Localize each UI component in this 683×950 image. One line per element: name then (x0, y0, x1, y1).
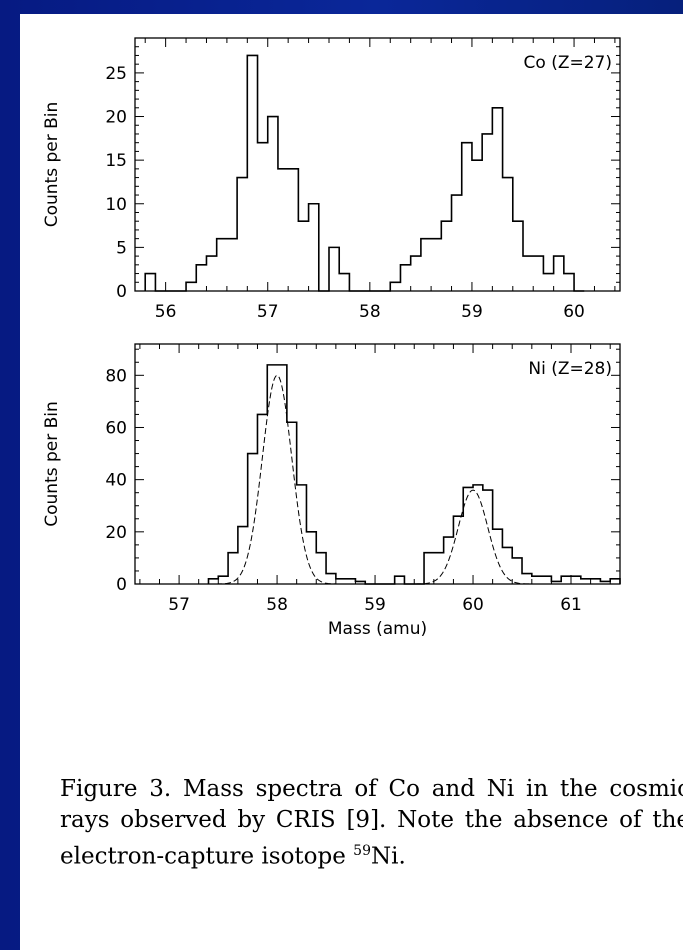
y-tick-label: 20 (105, 523, 127, 543)
x-tick-label: 59 (364, 595, 386, 615)
y-tick-label: 10 (105, 195, 127, 215)
y-tick-label: 80 (105, 366, 127, 386)
x-tick-label: 60 (462, 595, 484, 615)
caption-superscript: 59 (353, 843, 371, 859)
histogram-series (207, 364, 621, 585)
y-axis-label: Counts per Bin (42, 401, 62, 527)
y-tick-label: 0 (116, 282, 127, 302)
x-tick-label: 56 (155, 302, 177, 322)
figure-svg: 56 57 58 59 60 0 5 10 15 20 25 Counts per Bin Co (Z=… (42, 37, 621, 639)
gaussian-fit-curve (135, 374, 620, 585)
y-tick-label: 5 (116, 238, 127, 258)
y-tick-label: 20 (105, 108, 127, 128)
figure-caption: Figure 3. Mass spectra of Co and Ni in t… (60, 774, 683, 873)
x-tick-label: 58 (359, 302, 381, 322)
y-tick-label: 25 (105, 64, 127, 84)
plot-frame (134, 343, 621, 585)
histogram-series (144, 54, 585, 292)
x-tick-label: 60 (563, 302, 585, 322)
y-tick-label: 0 (116, 575, 127, 595)
figure-panel: 56 57 58 59 60 0 5 10 15 20 25 Counts per Bin Co (Z=… (20, 14, 683, 950)
y-tick-label: 40 (105, 471, 127, 491)
x-tick-label: 59 (461, 302, 483, 322)
x-axis-label: Mass (amu) (328, 619, 427, 639)
panel-label: Co (Z=27) (524, 53, 612, 73)
y-axis-label: Counts per Bin (42, 102, 62, 228)
x-tick-label: 57 (168, 595, 190, 615)
caption-text: Figure 3. Mass spectra of Co and Ni in t… (60, 776, 683, 870)
y-tick-label: 60 (105, 418, 127, 438)
plot-frame (134, 37, 621, 292)
x-tick-label: 57 (257, 302, 279, 322)
x-tick-label: 61 (560, 595, 582, 615)
chart-panel-1: 57 58 59 60 61 0 20 40 60 80 Counts per Bin Ni (Z=2… (42, 343, 621, 639)
x-tick-label: 58 (266, 595, 288, 615)
chart-panel-0: 56 57 58 59 60 0 5 10 15 20 25 Counts per Bin Co (Z=… (42, 37, 621, 322)
caption-text-end: Ni. (371, 843, 406, 870)
panel-label: Ni (Z=28) (528, 359, 612, 379)
y-tick-label: 15 (105, 151, 127, 171)
